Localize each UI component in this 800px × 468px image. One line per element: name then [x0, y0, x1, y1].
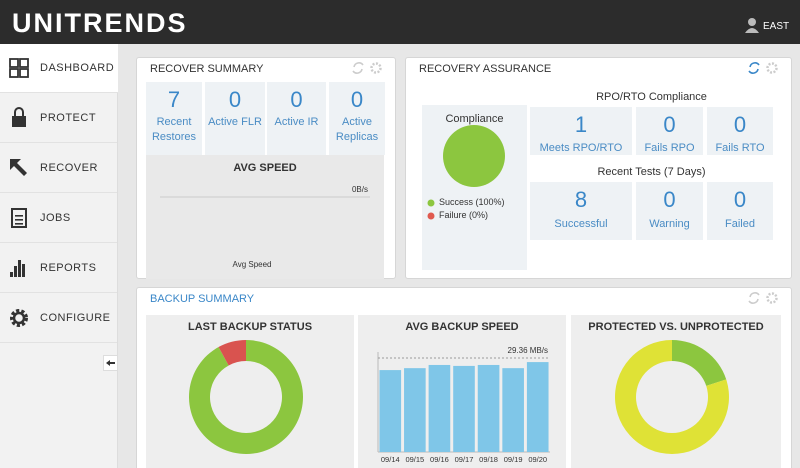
stat-value: 0 [733, 112, 747, 137]
stat-box [707, 182, 773, 240]
stat-label: Active FLR [208, 116, 262, 128]
chart-title: LAST BACKUP STATUS [187, 321, 313, 333]
panel-title: BACKUP SUMMARY [150, 293, 255, 305]
stat-box [329, 82, 385, 155]
header-bar [0, 0, 800, 44]
stat-value: 0 [663, 187, 676, 212]
stat-label: Failed [725, 218, 755, 230]
stat-label: Active IR [274, 116, 319, 128]
user-name[interactable]: EAST [763, 21, 790, 32]
rpo-title: RPO/RTO Compliance [596, 91, 707, 103]
nav-label[interactable]: CONFIGURE [40, 312, 111, 324]
stat-label: Fails RPO [644, 142, 695, 154]
compliance-box [422, 105, 527, 270]
panel-title: RECOVER SUMMARY [150, 63, 264, 75]
stat-box [636, 107, 703, 155]
stat-label: Warning [649, 218, 690, 230]
avg-speed-box [146, 155, 384, 279]
stat-value: 0 [228, 87, 242, 112]
stat-value: 0 [290, 87, 303, 112]
chart-box [146, 315, 354, 468]
compliance-title: Compliance [445, 113, 504, 125]
chart-title: AVG BACKUP SPEED [405, 321, 519, 333]
tests-title: Recent Tests (7 Days) [597, 166, 706, 178]
chart-box [358, 315, 566, 468]
nav-label[interactable]: REPORTS [40, 262, 97, 274]
stat-box [205, 82, 265, 155]
stat-box [530, 107, 632, 155]
stat-value: 7 [167, 87, 181, 112]
avg-speed-value: 0B/s [351, 185, 368, 194]
chart-title: PROTECTED VS. UNPROTECTED [588, 321, 764, 333]
stat-box [707, 107, 773, 155]
stat-box [267, 82, 326, 155]
stat-value: 0 [733, 187, 747, 212]
stat-value: 8 [574, 187, 588, 212]
nav-label[interactable]: DASHBOARD [40, 62, 115, 74]
nav-label[interactable]: RECOVER [40, 162, 98, 174]
stat-label: Meets RPO/RTO [539, 142, 623, 154]
stat-label: Successful [554, 218, 608, 230]
avg-speed-xlabel: Avg Speed [232, 260, 272, 269]
stat-label: Fails RTO [715, 142, 765, 154]
legend-label: Failure (0%) [439, 210, 489, 220]
stat-value: 0 [663, 112, 676, 137]
nav-label[interactable]: PROTECT [40, 112, 97, 124]
legend-label: Success (100%) [439, 197, 505, 207]
stat-label: Active Replicas [335, 116, 379, 143]
collapse-button[interactable] [103, 355, 118, 371]
logo: UNITRENDS [12, 8, 188, 38]
stat-box [530, 182, 632, 240]
stat-label: Recent Restores [151, 116, 197, 143]
nav-label[interactable]: JOBS [40, 212, 71, 224]
panel-title: RECOVERY ASSURANCE [419, 63, 552, 75]
stat-value: 0 [350, 87, 364, 112]
stat-box [636, 182, 703, 240]
avg-speed-title: AVG SPEED [233, 162, 297, 174]
stat-box [146, 82, 202, 155]
stat-value: 1 [574, 112, 588, 137]
chart-box [571, 315, 781, 468]
